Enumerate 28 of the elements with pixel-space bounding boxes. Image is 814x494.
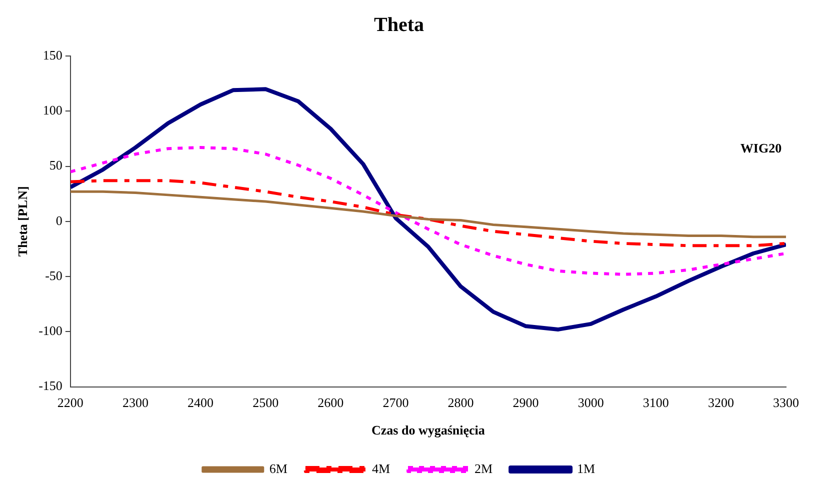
y-tick-label: 100 bbox=[42, 102, 62, 118]
y-tick-label: -100 bbox=[38, 323, 62, 338]
x-tick-label: 2500 bbox=[252, 395, 279, 410]
x-tick-label: 2600 bbox=[318, 395, 344, 410]
x-tick-label: 2800 bbox=[448, 395, 474, 410]
chart-title: Theta bbox=[374, 14, 424, 36]
line-series bbox=[70, 179, 786, 248]
x-tick-label: 2700 bbox=[382, 395, 409, 410]
x-tick-label: 3300 bbox=[773, 395, 799, 410]
y-tick-label: 150 bbox=[42, 47, 62, 62]
y-tick-label: -50 bbox=[45, 268, 62, 283]
legend-label: 6M bbox=[269, 460, 288, 476]
y-tick-label: -150 bbox=[38, 378, 62, 394]
x-axis-title: Czas do wygaśnięcia bbox=[372, 422, 486, 438]
legend-label: 2M bbox=[474, 460, 493, 476]
x-tick-label: 2200 bbox=[57, 395, 84, 410]
y-axis-title: Theta [PLN] bbox=[15, 186, 30, 257]
x-tick-label: 3200 bbox=[708, 395, 734, 410]
y-tick-label: 50 bbox=[49, 158, 62, 173]
annotation: WIG20 bbox=[740, 140, 782, 156]
y-tick-label: 0 bbox=[56, 212, 62, 228]
x-tick-label: 2400 bbox=[188, 395, 214, 410]
legend-label: 1M bbox=[577, 460, 596, 476]
x-tick-label: 2300 bbox=[122, 395, 148, 410]
legend-label: 4M bbox=[372, 460, 390, 476]
x-tick-label: 3000 bbox=[578, 395, 604, 410]
x-tick-label: 2900 bbox=[512, 395, 539, 410]
x-tick-label: 3100 bbox=[642, 395, 669, 410]
